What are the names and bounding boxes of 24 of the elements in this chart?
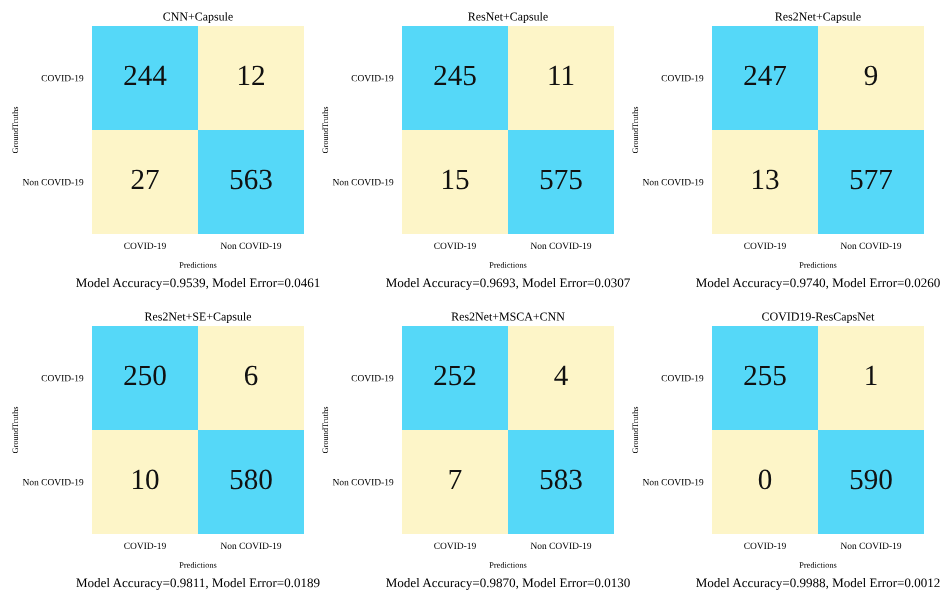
- data-label: 245: [434, 65, 476, 86]
- data-label: 250: [124, 365, 166, 386]
- data-label: 9: [864, 65, 878, 86]
- data-label: 252: [434, 365, 476, 386]
- data-label: 27: [131, 169, 159, 190]
- data-label: 13: [752, 169, 779, 190]
- data-label: 11: [549, 65, 574, 86]
- data-label: 575: [540, 169, 582, 190]
- data-label: 590: [850, 469, 892, 490]
- data-label: 247: [744, 65, 787, 86]
- data-label: 255: [744, 365, 786, 386]
- data-label: 577: [850, 169, 893, 190]
- data-label: 580: [230, 469, 272, 490]
- data-label: 1: [866, 365, 877, 386]
- data-label: 12: [238, 65, 264, 86]
- data-label: 244: [124, 65, 167, 86]
- data-label: 10: [132, 469, 159, 490]
- data-label: 7: [449, 469, 462, 490]
- data-label: 563: [230, 169, 272, 190]
- data-label: 583: [540, 469, 582, 490]
- data-label: 4: [554, 365, 568, 386]
- data-label: 15: [442, 169, 469, 190]
- data-label: 6: [244, 365, 258, 386]
- data-label: 0: [758, 469, 772, 490]
